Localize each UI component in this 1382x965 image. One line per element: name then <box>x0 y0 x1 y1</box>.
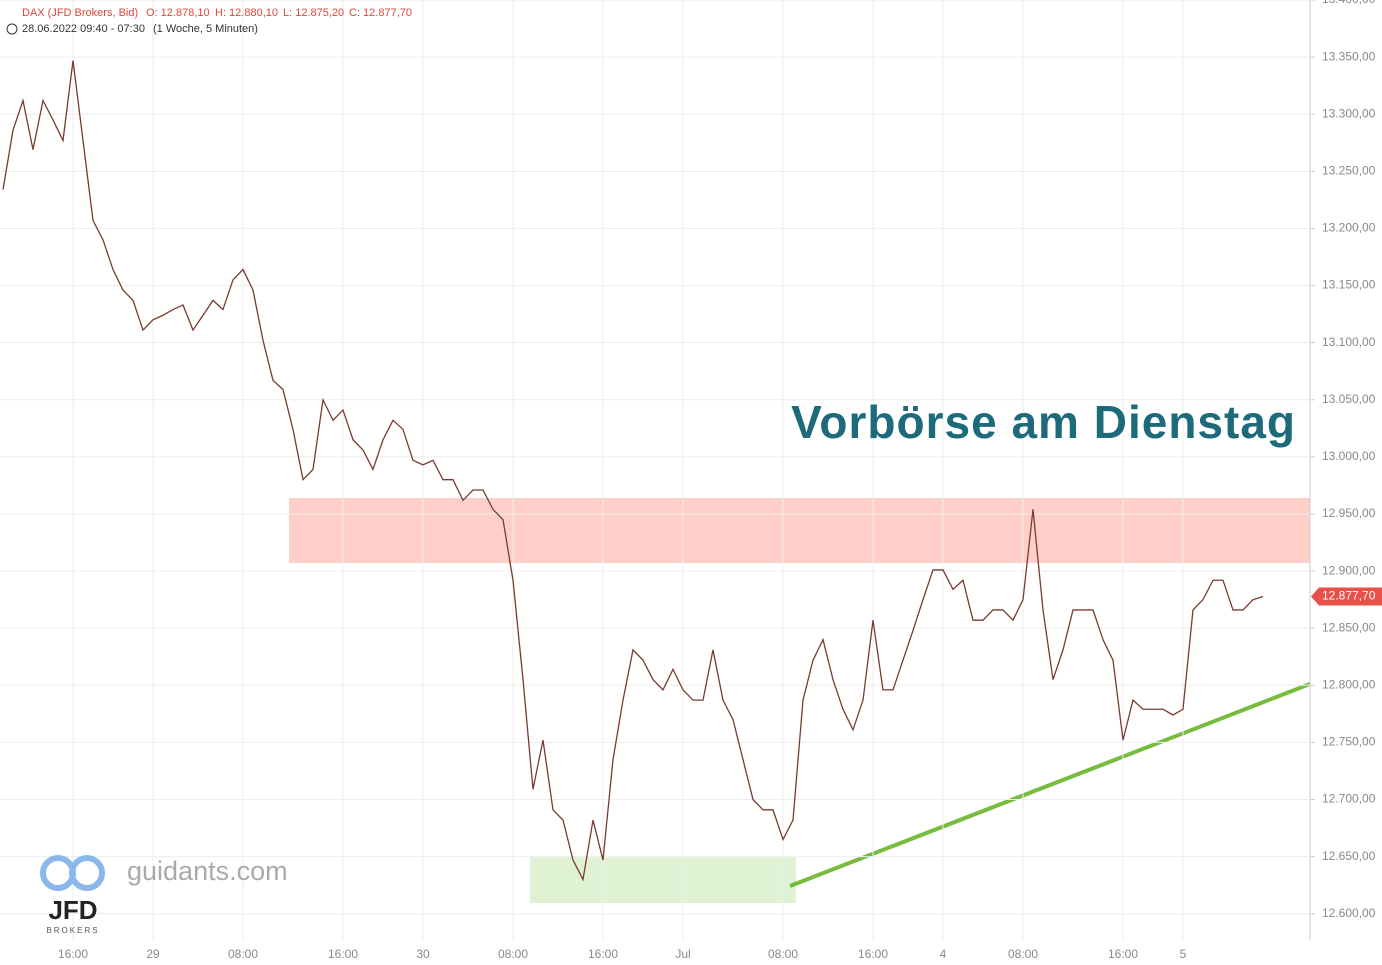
x-tick-label: 16:00 <box>588 947 618 961</box>
y-tick-label: 13.150,00 <box>1322 278 1376 292</box>
clock-icon <box>6 23 18 35</box>
y-tick-label: 13.050,00 <box>1322 392 1376 406</box>
support-zone <box>530 857 796 903</box>
header-symbol: DAX (JFD Brokers, Bid) <box>22 7 138 19</box>
x-tick-label: 16:00 <box>858 947 888 961</box>
watermark-brand: JFD <box>48 895 97 925</box>
x-tick-label: 5 <box>1180 947 1187 961</box>
y-tick-label: 12.750,00 <box>1322 735 1376 749</box>
header-low: L: 12.875,20 <box>283 7 344 19</box>
last-price-label: 12.877,70 <box>1322 589 1376 603</box>
y-tick-label: 12.650,00 <box>1322 849 1376 863</box>
x-tick-label: 08:00 <box>1008 947 1038 961</box>
header-open: O: 12.878,10 <box>146 7 210 19</box>
y-tick-label: 13.100,00 <box>1322 335 1376 349</box>
y-tick-label: 12.900,00 <box>1322 563 1376 577</box>
x-tick-label: 4 <box>940 947 947 961</box>
x-tick-label: 08:00 <box>498 947 528 961</box>
watermark-site: guidants.com <box>127 856 288 886</box>
y-tick-label: 13.300,00 <box>1322 106 1376 120</box>
x-tick-label: 30 <box>416 947 430 961</box>
y-tick-label: 12.700,00 <box>1322 792 1376 806</box>
x-tick-label: 08:00 <box>768 947 798 961</box>
watermark-sub: BROKERS <box>46 926 99 935</box>
x-tick-label: Jul <box>675 947 690 961</box>
header-interval: (1 Woche, 5 Minuten) <box>153 23 258 35</box>
logo <box>40 855 105 891</box>
header-range: 28.06.2022 09:40 - 07:30 <box>22 23 145 35</box>
last-price-tag <box>1311 587 1382 606</box>
x-tick-label: 16:00 <box>58 947 88 961</box>
trend-line <box>789 682 1311 888</box>
y-tick-label: 13.200,00 <box>1322 221 1376 235</box>
y-tick-label: 12.850,00 <box>1322 620 1376 634</box>
y-tick-label: 13.000,00 <box>1322 449 1376 463</box>
header-high: H: 12.880,10 <box>215 7 278 19</box>
y-tick-label: 13.250,00 <box>1322 163 1376 177</box>
resistance-zone <box>289 498 1310 563</box>
y-tick-label: 13.350,00 <box>1322 49 1376 63</box>
y-tick-label: 12.600,00 <box>1322 906 1376 920</box>
price-line <box>2 60 1264 882</box>
x-tick-label: 08:00 <box>228 947 258 961</box>
x-tick-label: 29 <box>146 947 160 961</box>
logo-ring <box>40 855 76 891</box>
y-tick-label: 12.800,00 <box>1322 677 1376 691</box>
header-close: C: 12.877,70 <box>349 7 412 19</box>
x-tick-label: 16:00 <box>328 947 358 961</box>
annotation: Vorbörse am Dienstag <box>791 396 1296 448</box>
y-tick-label: 12.950,00 <box>1322 506 1376 520</box>
logo-ring <box>69 855 105 891</box>
y-tick-label: 13.400,00 <box>1322 0 1376 6</box>
x-tick-label: 16:00 <box>1108 947 1138 961</box>
